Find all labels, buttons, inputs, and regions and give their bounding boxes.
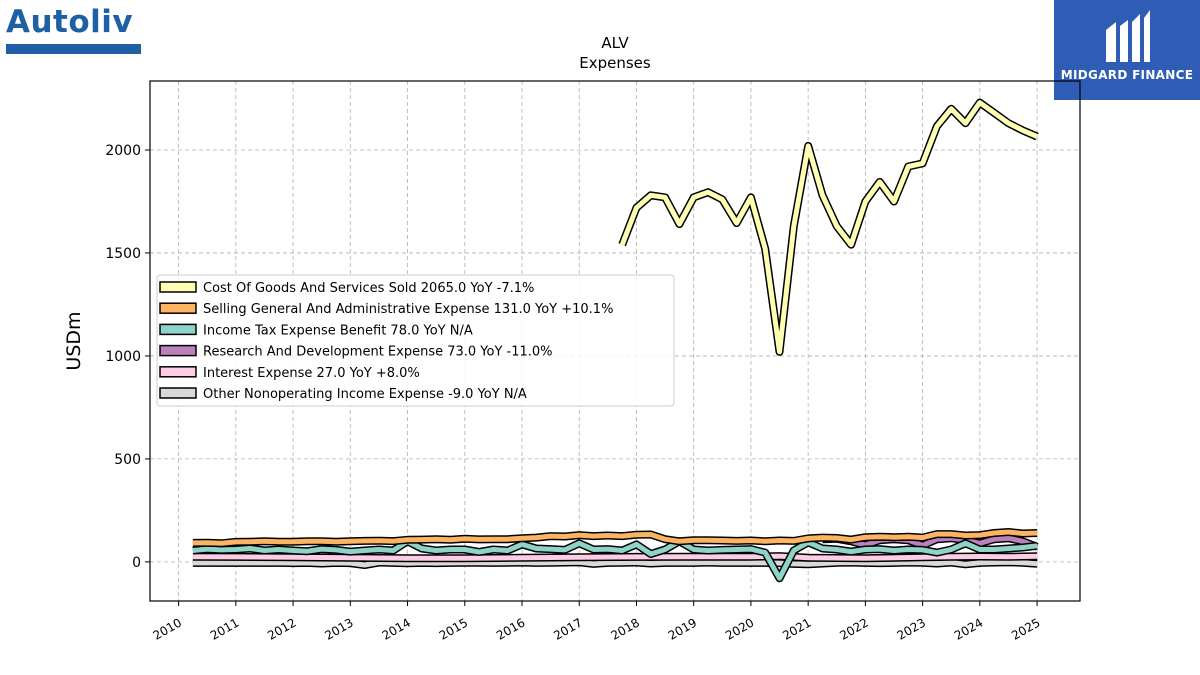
x-tick-label: 2015	[437, 615, 470, 642]
midgard-m-icon	[1106, 10, 1150, 62]
x-tick-label: 2013	[322, 615, 355, 642]
x-tick-label: 2019	[666, 615, 699, 642]
x-tick-label: 2024	[952, 615, 985, 642]
series-line-interest-expense	[192, 553, 1038, 561]
legend-entry: Selling General And Administrative Expen…	[203, 302, 613, 317]
legend: Cost Of Goods And Services Sold 2065.0 Y…	[156, 274, 675, 407]
x-tick-label: 2017	[551, 615, 584, 642]
chart-subtitle: Expenses	[579, 54, 651, 72]
x-tick-label: 2010	[151, 615, 184, 642]
series-lines	[192, 98, 1039, 583]
legend-box	[156, 274, 675, 407]
y-axis-label: USDm	[63, 311, 85, 370]
x-tick-label: 2018	[609, 615, 642, 642]
x-tick-label: 2025	[1009, 615, 1042, 642]
x-tick-label: 2020	[723, 615, 756, 642]
y-tick-label: 2000	[105, 143, 141, 159]
y-tick-label: 0	[132, 555, 141, 571]
y-tick-label: 1500	[105, 246, 141, 262]
legend-swatch	[159, 366, 197, 378]
series-line-selling-general-and-administrative-expense	[192, 529, 1038, 546]
autoliv-logo-bar	[6, 44, 141, 54]
series-line-cost-of-goods-and-services-sold	[619, 100, 1039, 355]
midgard-finance-logo: MIDGARD FINANCE	[1054, 0, 1200, 100]
legend-entry: Interest Expense 27.0 YoY +8.0%	[203, 366, 420, 381]
legend-swatch	[159, 281, 197, 293]
y-tick-label: 1000	[105, 349, 141, 365]
legend-entry: Income Tax Expense Benefit 78.0 YoY N/A	[203, 323, 473, 338]
x-tick-label: 2012	[265, 615, 298, 642]
autoliv-logo: Autoliv	[6, 4, 142, 54]
legend-entry: Cost Of Goods And Services Sold 2065.0 Y…	[203, 281, 534, 296]
legend-entry: Other Nonoperating Income Expense -9.0 Y…	[203, 387, 527, 402]
x-tick-label: 2022	[837, 615, 870, 642]
autoliv-logo-text: Autoliv	[6, 4, 134, 40]
legend-entry: Research And Development Expense 73.0 Yo…	[203, 345, 553, 360]
y-tick-label: 500	[114, 452, 141, 468]
x-tick-label: 2016	[494, 615, 527, 642]
chart-title: ALV	[601, 34, 629, 52]
legend-swatch	[159, 302, 197, 314]
legend-swatch	[159, 323, 197, 336]
legend-swatch	[159, 387, 197, 399]
midgard-finance-name: MIDGARD FINANCE	[1060, 68, 1194, 82]
x-tick-label: 2023	[895, 615, 928, 642]
legend-swatch	[159, 344, 197, 357]
series-line-income-tax-expense-benefit	[192, 538, 1038, 581]
plot-frame	[149, 80, 1081, 602]
x-tick-label: 2021	[780, 615, 813, 642]
series-line-research-and-development-expense	[822, 535, 1038, 550]
x-tick-label: 2011	[208, 615, 241, 642]
series-line-other-nonoperating-income-expense	[192, 559, 1038, 568]
series-outline-cost-of-goods-and-services-sold	[618, 98, 1039, 356]
x-tick-label: 2014	[380, 615, 413, 642]
